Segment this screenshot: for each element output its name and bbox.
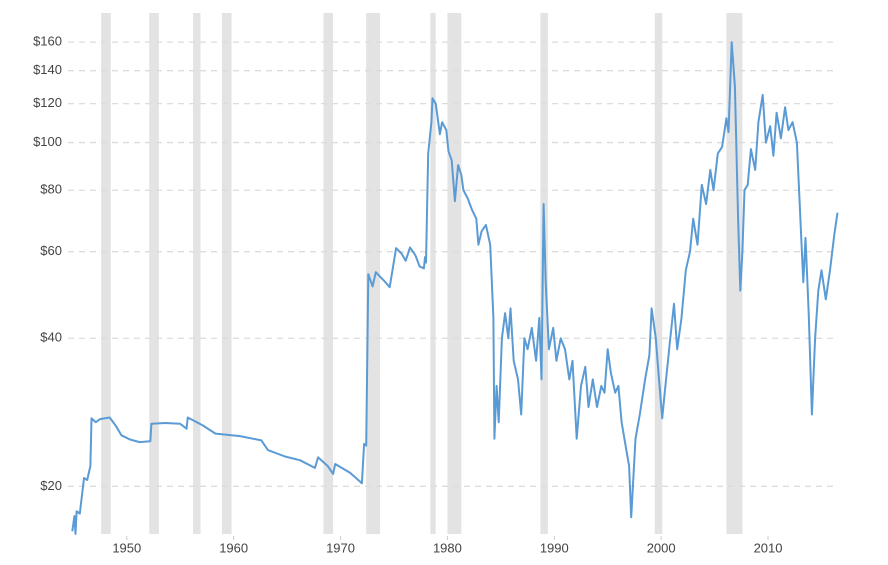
x-tick-label: 1990 bbox=[540, 540, 569, 555]
shaded-range bbox=[149, 13, 159, 534]
shaded-range bbox=[447, 13, 462, 534]
x-tick-label: 1950 bbox=[112, 540, 141, 555]
y-tick-label: $120 bbox=[33, 95, 62, 110]
shaded-range bbox=[323, 13, 334, 534]
x-tick-label: 1970 bbox=[326, 540, 355, 555]
shaded-range bbox=[193, 13, 201, 534]
x-tick-label: 2010 bbox=[754, 540, 783, 555]
y-tick-label: $80 bbox=[40, 182, 62, 197]
y-tick-label: $40 bbox=[40, 330, 62, 345]
y-tick-label: $20 bbox=[40, 478, 62, 493]
data-line bbox=[71, 41, 839, 535]
x-tick-label: 1960 bbox=[219, 540, 248, 555]
shaded-range bbox=[430, 13, 436, 534]
y-tick-label: $140 bbox=[33, 62, 62, 77]
shaded-range bbox=[366, 13, 381, 534]
x-tick-label: 1980 bbox=[433, 540, 462, 555]
y-tick-label: $160 bbox=[33, 34, 62, 49]
y-tick-label: $60 bbox=[40, 243, 62, 258]
y-tick-label: $100 bbox=[33, 134, 62, 149]
shaded-range bbox=[540, 13, 548, 534]
shaded-range bbox=[726, 13, 743, 534]
shaded-range bbox=[221, 13, 232, 534]
x-tick-label: 2000 bbox=[647, 540, 676, 555]
shaded-range bbox=[654, 13, 663, 534]
shaded-range bbox=[101, 13, 111, 534]
